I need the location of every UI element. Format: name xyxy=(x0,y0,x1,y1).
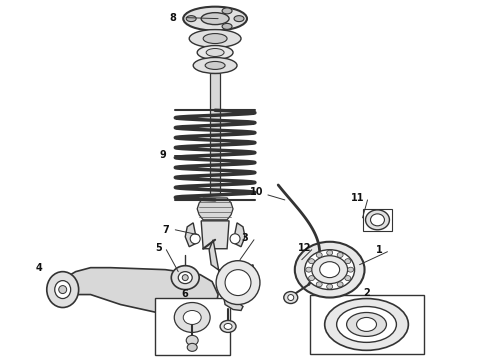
Text: 11: 11 xyxy=(351,193,364,203)
Ellipse shape xyxy=(316,252,322,257)
Ellipse shape xyxy=(309,259,315,264)
Ellipse shape xyxy=(306,267,312,272)
Ellipse shape xyxy=(178,272,192,284)
Text: 9: 9 xyxy=(160,150,167,160)
Ellipse shape xyxy=(222,8,232,14)
Ellipse shape xyxy=(222,23,232,30)
Polygon shape xyxy=(210,73,220,195)
Polygon shape xyxy=(233,223,245,247)
Bar xyxy=(310,294,424,354)
Text: 3: 3 xyxy=(242,233,248,243)
Ellipse shape xyxy=(305,250,355,289)
Ellipse shape xyxy=(370,214,385,226)
Text: 2: 2 xyxy=(363,288,370,298)
Ellipse shape xyxy=(225,270,251,296)
Ellipse shape xyxy=(203,33,227,44)
Ellipse shape xyxy=(337,282,343,287)
Ellipse shape xyxy=(182,275,188,280)
Ellipse shape xyxy=(337,252,343,257)
Ellipse shape xyxy=(327,250,333,255)
Text: 6: 6 xyxy=(182,289,189,298)
Ellipse shape xyxy=(234,15,244,22)
Text: 1: 1 xyxy=(376,245,383,255)
Polygon shape xyxy=(201,221,229,249)
Ellipse shape xyxy=(295,242,365,298)
Ellipse shape xyxy=(316,282,322,287)
Ellipse shape xyxy=(345,259,351,264)
Ellipse shape xyxy=(193,58,237,73)
Text: 5: 5 xyxy=(155,243,162,253)
Polygon shape xyxy=(197,198,233,220)
Ellipse shape xyxy=(327,284,333,289)
Ellipse shape xyxy=(309,276,315,280)
Ellipse shape xyxy=(205,62,225,69)
Ellipse shape xyxy=(172,266,199,289)
Ellipse shape xyxy=(59,285,67,293)
Ellipse shape xyxy=(47,272,78,307)
Ellipse shape xyxy=(187,343,197,351)
Ellipse shape xyxy=(347,267,354,272)
Ellipse shape xyxy=(206,49,224,57)
Ellipse shape xyxy=(345,276,351,280)
Ellipse shape xyxy=(201,13,229,24)
Text: 4: 4 xyxy=(35,263,42,273)
Ellipse shape xyxy=(325,298,408,350)
Ellipse shape xyxy=(197,45,233,59)
Ellipse shape xyxy=(186,15,196,22)
Text: 10: 10 xyxy=(250,187,264,197)
Ellipse shape xyxy=(174,302,210,332)
Ellipse shape xyxy=(216,261,260,305)
Ellipse shape xyxy=(288,294,294,301)
Ellipse shape xyxy=(220,320,236,332)
Ellipse shape xyxy=(190,234,200,244)
Polygon shape xyxy=(53,268,218,318)
Polygon shape xyxy=(209,240,255,310)
Ellipse shape xyxy=(284,292,298,303)
Ellipse shape xyxy=(183,7,247,31)
Ellipse shape xyxy=(224,323,232,329)
Text: 12: 12 xyxy=(298,243,312,253)
Ellipse shape xyxy=(183,310,201,324)
Ellipse shape xyxy=(366,210,390,230)
Bar xyxy=(363,209,392,231)
Polygon shape xyxy=(185,223,197,247)
Text: 7: 7 xyxy=(162,225,169,235)
Ellipse shape xyxy=(312,256,347,284)
Ellipse shape xyxy=(55,280,71,298)
Ellipse shape xyxy=(337,306,396,342)
Ellipse shape xyxy=(346,312,387,336)
Ellipse shape xyxy=(319,262,340,278)
Ellipse shape xyxy=(189,30,241,48)
Ellipse shape xyxy=(357,318,376,332)
Bar xyxy=(155,298,230,355)
Text: 8: 8 xyxy=(170,13,177,23)
Ellipse shape xyxy=(186,336,198,345)
Ellipse shape xyxy=(230,234,240,244)
